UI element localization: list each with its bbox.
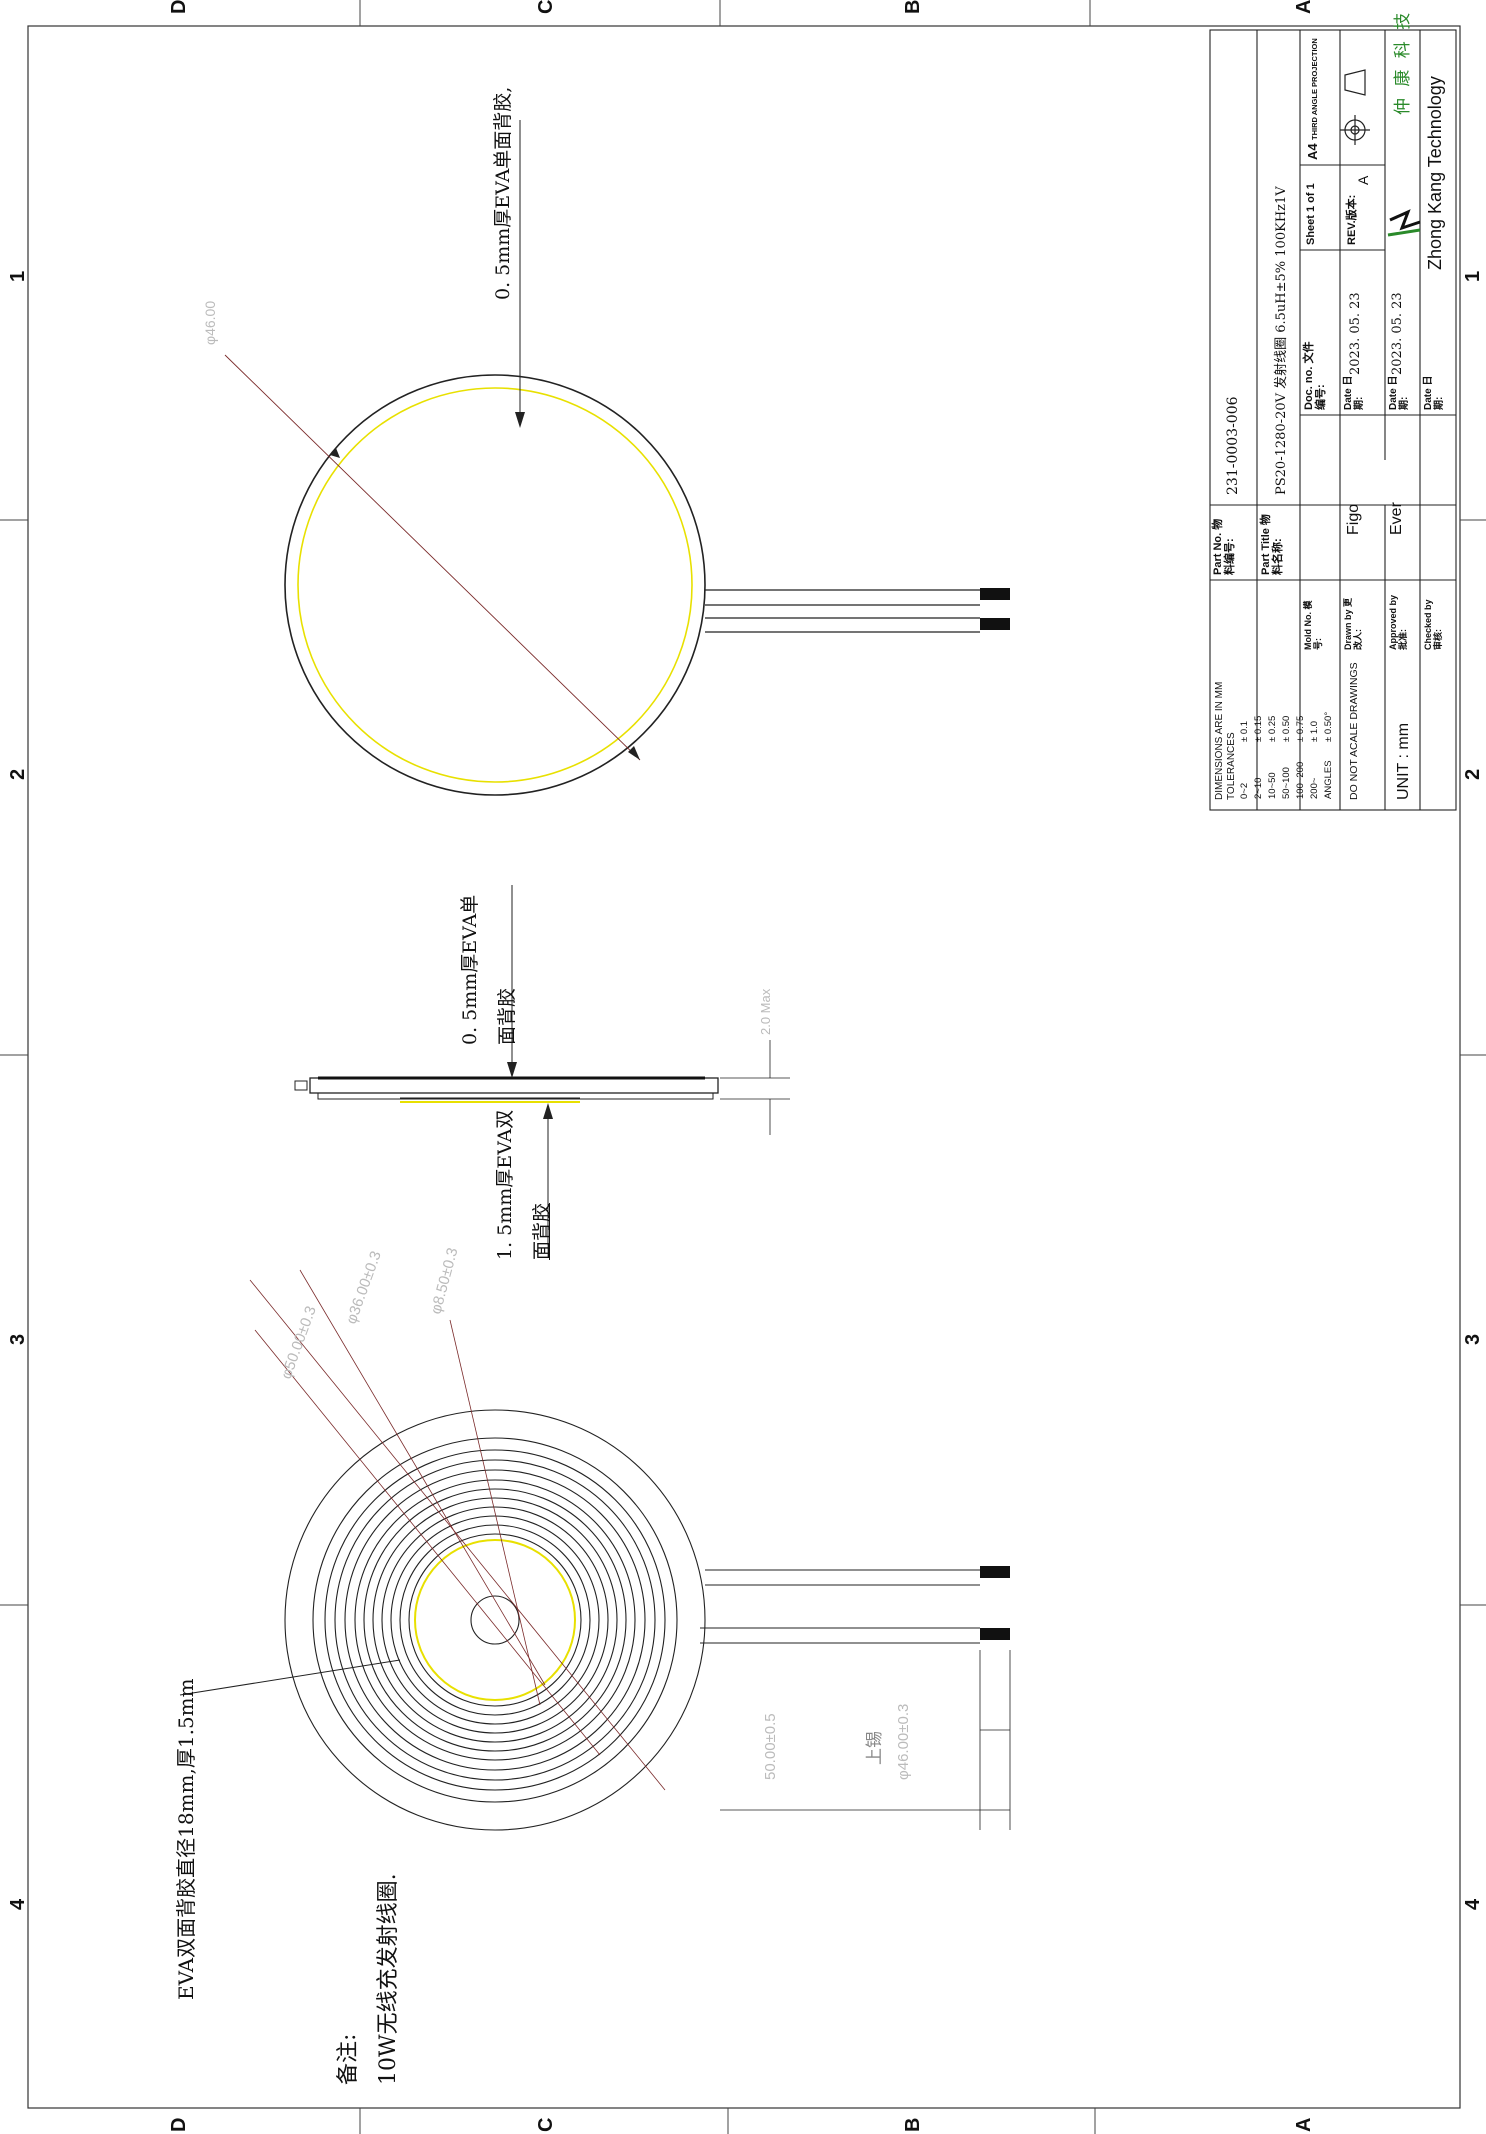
top-view-coil: φ46.00 bbox=[202, 120, 1010, 796]
tolerance-table: 0~2 ± 0.1 2~10 ± 0.15 10~50 ± 0.25 50~100 ± … bbox=[1238, 711, 1336, 800]
tolerance-value: ± 0.15 bbox=[1253, 715, 1264, 742]
tolerance-range: ANGLES bbox=[1323, 760, 1334, 799]
tolerance-range: 2~10 bbox=[1253, 777, 1264, 799]
checked-date-label: Date 日期: bbox=[1423, 375, 1445, 410]
tolerance-row: 50~100 ± 0.50 bbox=[1280, 711, 1294, 800]
side-view-eva-bottom-line1: 1. 5mm厚EVA双 bbox=[494, 1109, 516, 1260]
zone-letter-bottom-c: C bbox=[535, 2117, 557, 2132]
zone-letter-bottom-a: A bbox=[1293, 2117, 1315, 2132]
zone-number-right-1: 1 bbox=[1462, 270, 1484, 282]
tolerance-subheader: TOLERANCES bbox=[1226, 732, 1237, 800]
svg-text:φ8.50±0.3: φ8.50±0.3 bbox=[427, 1246, 461, 1316]
tolerance-row: ANGLES ± 0.50° bbox=[1322, 711, 1336, 800]
approved-by-value: Ever bbox=[1388, 502, 1405, 535]
tolerance-row: 10~50 ± 0.25 bbox=[1266, 711, 1280, 800]
sheet-frame bbox=[27, 25, 1461, 2109]
zone-number-left-2: 2 bbox=[7, 768, 29, 780]
rev-value: A bbox=[1355, 175, 1371, 185]
approved-date-label: Date 日期: bbox=[1388, 375, 1410, 410]
tolerance-value: ± 0.50° bbox=[1323, 711, 1334, 742]
tolerance-value: ± 0.25 bbox=[1267, 715, 1278, 742]
zone-letter-bottom-b: B bbox=[902, 2117, 924, 2132]
remark-text: 10W无线充发射线圈. bbox=[376, 1873, 401, 2085]
side-view: 2.0 Max bbox=[294, 885, 790, 1245]
zone-number-right-4: 4 bbox=[1462, 1898, 1484, 1910]
unit-label: UNIT : mm bbox=[1395, 722, 1412, 800]
sheet-label: Sheet 1 of 1 bbox=[1305, 183, 1317, 245]
approved-by-label: Approved by 批准: bbox=[1388, 594, 1408, 650]
tolerance-range: 10~50 bbox=[1267, 772, 1278, 799]
side-view-eva-bottom-line2: 面背胶 bbox=[531, 1202, 553, 1260]
drawn-by-value: Figo bbox=[1345, 503, 1362, 535]
zone-number-right-2: 2 bbox=[1462, 768, 1484, 780]
tolerance-range: 50~100 bbox=[1281, 767, 1292, 799]
title-block-frame bbox=[1209, 29, 1457, 811]
drawn-date-value: 2023. 05. 23 bbox=[1348, 292, 1363, 375]
part-no-label: Part No. 物料编号: bbox=[1212, 518, 1236, 575]
side-view-eva-top-line2: 面背胶 bbox=[496, 987, 518, 1045]
drawn-by-label: Drawn by 更改人: bbox=[1343, 597, 1363, 650]
zone-letter-top-c: C bbox=[535, 0, 557, 14]
doc-no-label: Doc. no. 文件编号: bbox=[1303, 341, 1327, 410]
remark-label: 备注: bbox=[336, 2033, 361, 2085]
tolerance-row: 100~200 ± 0.75 bbox=[1294, 711, 1308, 800]
svg-text:2.0 Max: 2.0 Max bbox=[758, 988, 773, 1035]
tolerance-row: 0~2 ± 0.1 bbox=[1238, 711, 1252, 800]
svg-text:φ50.00±0.3: φ50.00±0.3 bbox=[278, 1304, 320, 1382]
approved-date-value: 2023. 05. 23 bbox=[1390, 292, 1405, 375]
zone-letter-top-d: D bbox=[168, 0, 190, 14]
zone-number-left-3: 3 bbox=[7, 1333, 29, 1345]
drawn-date-label: Date 日期: bbox=[1343, 375, 1365, 410]
svg-text:φ46.00: φ46.00 bbox=[202, 301, 218, 345]
zone-number-left-4: 4 bbox=[7, 1898, 29, 1910]
coil-eva-note: EVA双面背胶直径18mm,厚1.5mm bbox=[174, 1678, 198, 2000]
tolerance-value: ± 0.1 bbox=[1239, 720, 1250, 742]
tolerance-value: ± 0.50 bbox=[1281, 715, 1292, 742]
side-view-eva-top-line1: 0. 5mm厚EVA单 bbox=[459, 894, 481, 1045]
svg-text:50.00±0.5: 50.00±0.5 bbox=[762, 1713, 779, 1780]
part-no-value: 231-0003-006 bbox=[1225, 396, 1241, 495]
zone-number-right-3: 3 bbox=[1462, 1333, 1484, 1345]
tolerance-value: ± 0.75 bbox=[1295, 715, 1306, 742]
projection-label: THIRD ANGLE PROJECTION bbox=[1310, 38, 1319, 140]
tolerance-value: ± 1.0 bbox=[1309, 720, 1320, 742]
rev-label: REV.版本: bbox=[1346, 194, 1358, 245]
zone-letter-top-a: A bbox=[1293, 0, 1315, 14]
top-view-eva-callout: 0. 5mm厚EVA单面背胶, bbox=[492, 86, 514, 300]
zone-letter-bottom-d: D bbox=[168, 2117, 190, 2132]
zone-letter-top-b: B bbox=[902, 0, 924, 14]
mold-no-label: Mold No. 模号: bbox=[1303, 600, 1323, 651]
tolerance-range: 100~200 bbox=[1295, 761, 1306, 799]
lead-tin-label: 上锡 bbox=[865, 1731, 885, 1765]
tolerance-block: DIMENSIONS ARE IN MM TOLERANCES 0~2 ± 0.1… bbox=[1214, 682, 1336, 800]
part-title-value: PS20-1280-20V 发射线圈 6.5uH±5% 100KHz1V bbox=[1274, 186, 1289, 495]
part-title-label: Part Title 物料名称: bbox=[1260, 514, 1284, 575]
tolerance-range: 0~2 bbox=[1239, 782, 1250, 799]
spiral-coil-view bbox=[179, 1269, 1011, 1831]
checked-by-label: Checked by 审核: bbox=[1423, 599, 1443, 650]
tolerance-row: 2~10 ± 0.15 bbox=[1252, 711, 1266, 800]
company-name-cn: 仲 康 科 技 bbox=[1393, 9, 1413, 115]
company-name-en: Zhong Kang Technology bbox=[1425, 76, 1445, 270]
zone-number-left-1: 1 bbox=[7, 270, 29, 282]
tolerance-row: 200~ ± 1.0 bbox=[1308, 711, 1322, 800]
no-scale-note: DO NOT ACALE DRAWINGS bbox=[1348, 662, 1360, 800]
svg-text:φ36.00±0.3: φ36.00±0.3 bbox=[343, 1249, 385, 1327]
sheet-size: A4 bbox=[1305, 143, 1320, 160]
tolerance-header: DIMENSIONS ARE IN MM bbox=[1214, 681, 1225, 800]
svg-text:φ46.00±0.3: φ46.00±0.3 bbox=[895, 1704, 912, 1780]
tolerance-range: 200~ bbox=[1309, 777, 1320, 799]
